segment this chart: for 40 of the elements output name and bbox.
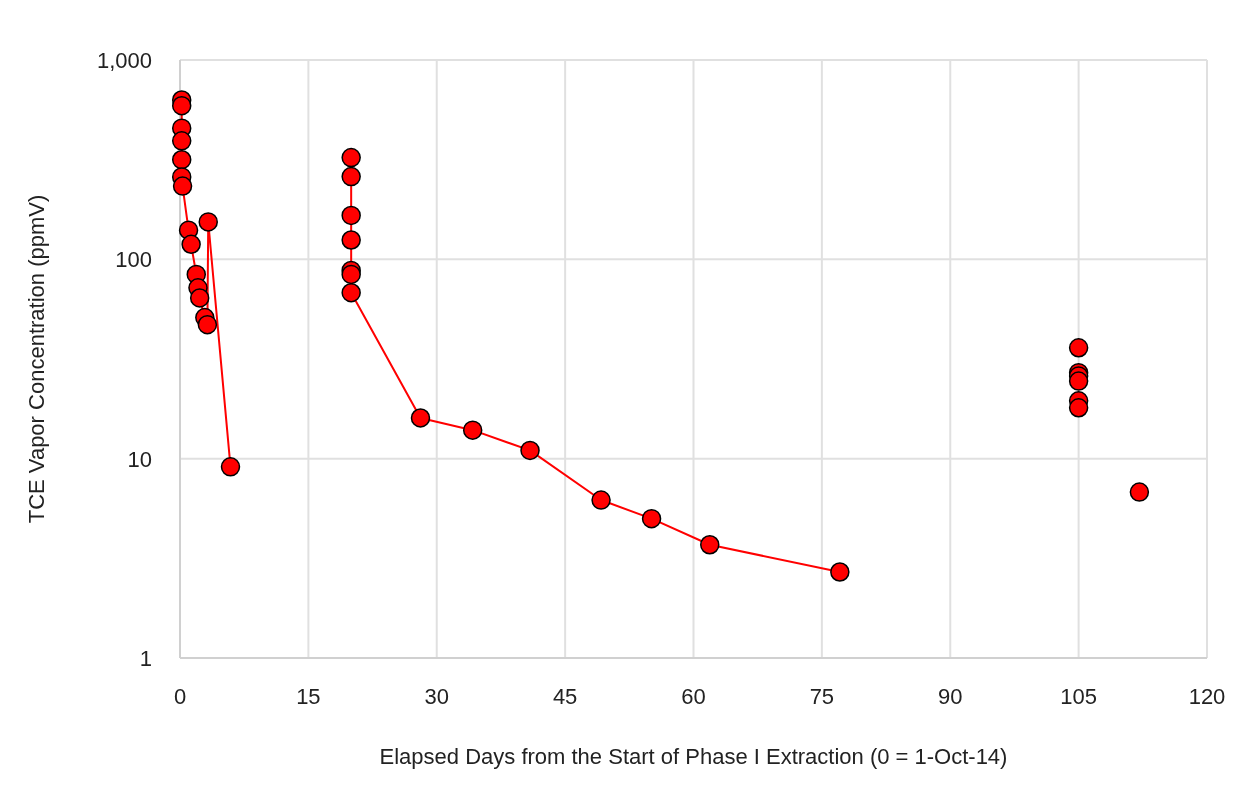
point (1068, 371, 1089, 391)
point (341, 205, 361, 226)
x-tick-label: 45 (552, 684, 578, 709)
point (197, 314, 218, 335)
point (1068, 398, 1089, 418)
x-tick-label: 120 (1188, 684, 1226, 709)
y-tick-label: 1 (139, 646, 152, 671)
point (462, 420, 483, 440)
point (830, 562, 850, 582)
x-tick-label: 105 (1060, 684, 1097, 709)
point (171, 95, 192, 116)
x-tick-label: 60 (681, 684, 706, 709)
point (591, 490, 611, 510)
point (1129, 482, 1150, 502)
x-tick-label: 30 (424, 684, 449, 709)
point (172, 176, 193, 196)
y-tick-label: 10 (127, 446, 152, 472)
point (1068, 338, 1089, 358)
point (520, 440, 540, 461)
y-tick-label: 1,000 (96, 48, 152, 73)
point (189, 288, 210, 308)
y-axis-title: TCE Vapor Concentration (ppmV) (24, 194, 49, 524)
point (341, 166, 361, 187)
point (700, 534, 720, 555)
point (341, 230, 361, 250)
point (181, 234, 201, 255)
point (641, 508, 662, 529)
y-tick-label: 100 (115, 247, 152, 273)
point (220, 457, 241, 477)
x-tick-label: 75 (809, 684, 835, 709)
point (171, 149, 192, 170)
x-tick-label: 0 (173, 684, 187, 709)
point (341, 282, 361, 303)
x-tick-label: 15 (296, 684, 321, 709)
point (410, 408, 431, 428)
point (198, 212, 218, 232)
point (341, 147, 361, 168)
point (171, 131, 192, 151)
x-axis-title: Elapsed Days from the Start of Phase I Extraction (0 = 1-Oct-14) (379, 744, 1008, 769)
x-tick-label: 90 (938, 684, 963, 709)
